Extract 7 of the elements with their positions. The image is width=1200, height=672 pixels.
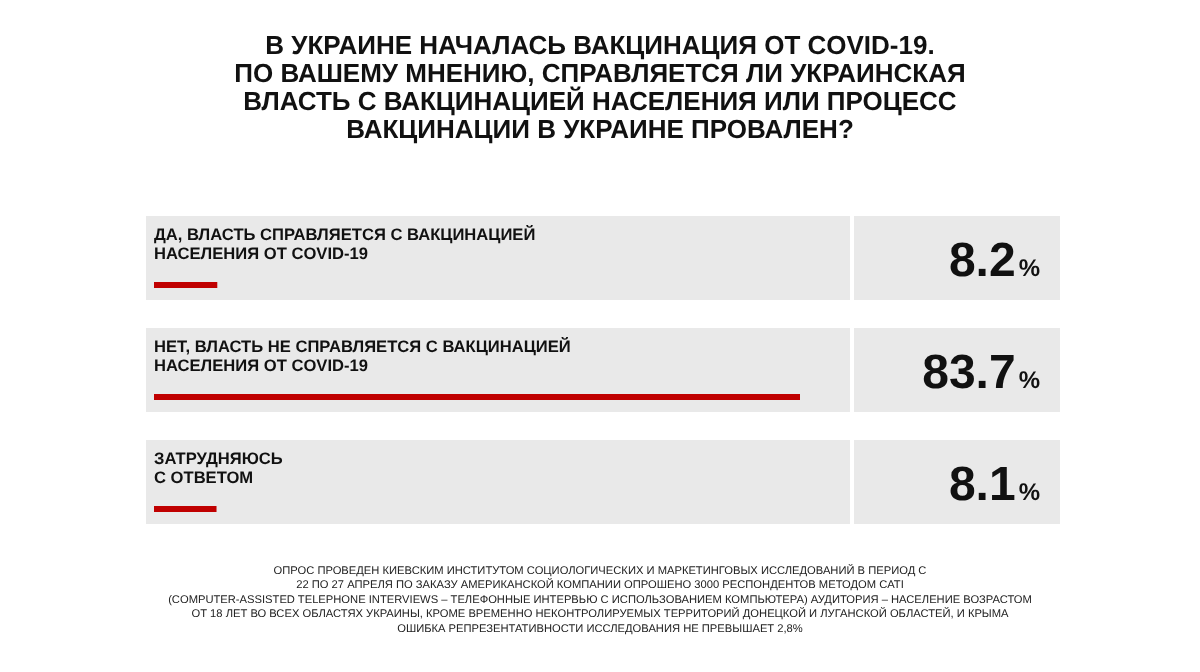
y-tick-label: ДА, ВЛАСТЬ СПРАВЛЯЕТСЯ С ВАКЦИНАЦИЕЙ НАСЕЛЕНИЯ ОТ COVID-19	[154, 224, 536, 263]
y-tick-label: ЗАТРУДНЯЮСЬ С ОТВЕТОМ	[154, 448, 283, 487]
data-label: 83.7%	[922, 346, 1041, 400]
chart-title: В УКРАИНЕ НАЧАЛАСЬ ВАКЦИНАЦИЯ ОТ COVID-19. ПО ВАШЕМУ МНЕНИЮ, СПРАВЛЯЕТСЯ ЛИ УКРАИНСКАЯ ВЛАСТЬ С ВАКЦИНАЦИЕЙ НАСЕЛЕНИЯ ИЛИ ПРОЦЕСС ВАКЦИНАЦИИ В УКРАИНЕ ПРОВАЛЕН?	[234, 30, 966, 144]
data-label: 8.1%	[948, 458, 1041, 512]
data-label: 8.2%	[948, 234, 1041, 288]
y-tick-label: НЕТ, ВЛАСТЬ НЕ СПРАВЛЯЕТСЯ С ВАКЦИНАЦИЕЙ НАСЕЛЕНИЯ ОТ COVID-19	[154, 336, 571, 375]
